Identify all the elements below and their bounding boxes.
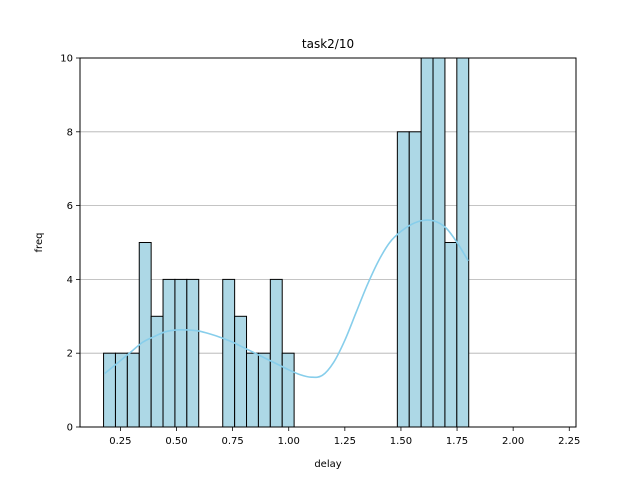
histogram-bar xyxy=(114,352,128,428)
y-axis-title: freq xyxy=(34,233,45,253)
histogram-bar xyxy=(269,278,283,428)
histogram-bar xyxy=(444,242,458,428)
histogram-bar xyxy=(174,278,188,428)
histogram-bar xyxy=(103,352,116,428)
histogram-bar xyxy=(420,57,434,428)
histogram-bar xyxy=(138,242,152,428)
histogram-bar xyxy=(432,57,446,428)
histogram-bar xyxy=(246,352,259,428)
y-tick-label: 10 xyxy=(60,54,73,65)
histogram-bar xyxy=(186,278,200,428)
y-tick-label: 4 xyxy=(67,275,73,286)
histogram-bar xyxy=(234,315,248,428)
histogram-bar xyxy=(396,131,410,428)
y-tick-label: 0 xyxy=(67,423,73,434)
x-tick-label: 2.00 xyxy=(502,436,524,447)
plot-frame xyxy=(79,57,577,428)
x-axis-title: delay xyxy=(314,459,341,470)
histogram-bar xyxy=(257,352,271,428)
y-tick-label: 8 xyxy=(67,127,73,138)
axis-ticks: 0.25 0.50 0.75 1.00 1.25 1.50 1.75 2.00 2.25 0 2 4 6… xyxy=(60,54,580,448)
histogram-bar xyxy=(126,352,140,428)
x-tick-label: 1.75 xyxy=(446,436,468,447)
x-tick-label: 1.50 xyxy=(390,436,412,447)
x-tick-label: 2.25 xyxy=(558,436,580,447)
histogram-bar xyxy=(222,278,236,428)
histogram-bar xyxy=(162,278,176,428)
histogram-bar xyxy=(281,352,295,428)
x-tick-label: 0.25 xyxy=(109,436,131,447)
x-tick-label: 0.50 xyxy=(165,436,187,447)
y-tick-label: 2 xyxy=(67,349,73,360)
kde-curve xyxy=(104,219,469,379)
x-tick-label: 1.25 xyxy=(334,436,356,447)
x-tick-label: 0.75 xyxy=(221,436,243,447)
histogram-bars xyxy=(103,57,470,428)
x-tick-label: 1.00 xyxy=(278,436,300,447)
histogram-bar xyxy=(456,57,470,428)
chart-title: task2/10 xyxy=(302,37,354,51)
kde-curve-group xyxy=(104,219,469,379)
y-tick-label: 6 xyxy=(67,201,73,212)
histogram-bar xyxy=(408,131,422,428)
